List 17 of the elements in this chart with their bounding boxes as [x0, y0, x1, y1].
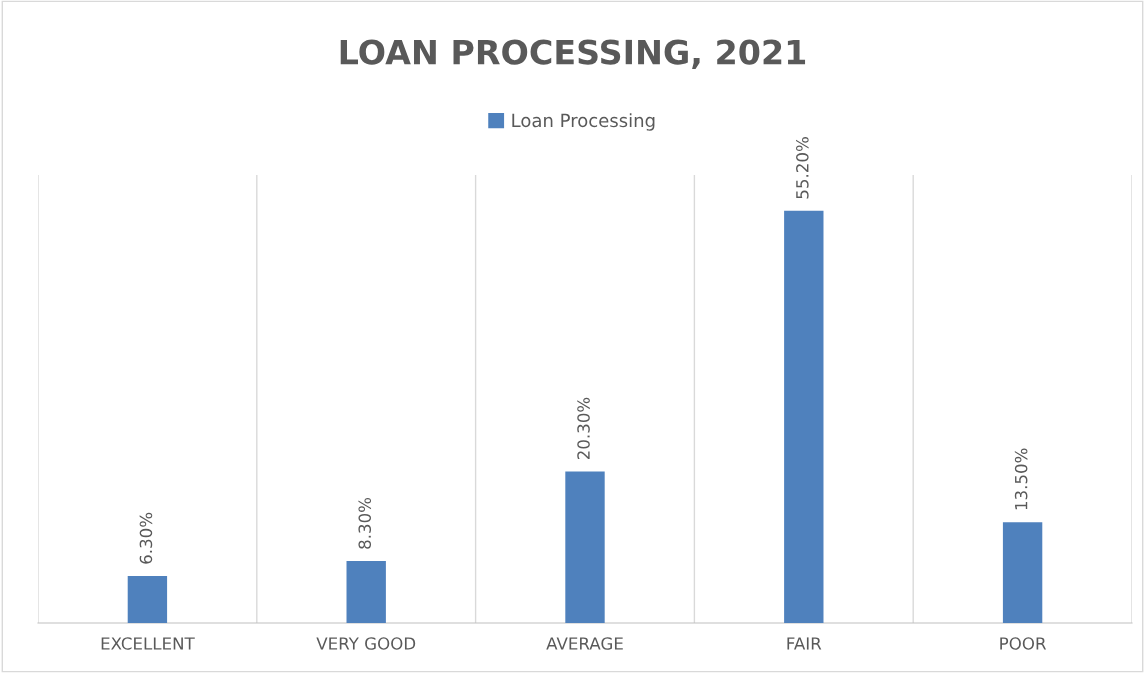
bar: [127, 575, 168, 623]
bar: [346, 561, 386, 623]
x-tick-label: VERY GOOD: [316, 637, 416, 650]
x-tick-label: POOR: [1000, 637, 1047, 650]
chart-title: LOAN PROCESSING, 2021: [340, 39, 806, 69]
data-label: 6.30%: [139, 512, 153, 564]
data-label: 20.30%: [577, 397, 590, 460]
data-label: 55.20%: [796, 137, 809, 199]
bar: [565, 471, 605, 623]
legend-label: Loan Processing: [512, 113, 655, 131]
data-label: 13.50%: [1014, 448, 1028, 510]
bar: [1002, 522, 1043, 623]
x-tick-label: EXCELLENT: [101, 637, 195, 650]
x-tick-label: AVERAGE: [546, 637, 623, 650]
data-label: 8.30%: [358, 497, 372, 549]
bar: [784, 210, 824, 623]
x-tick-label: FAIR: [787, 637, 822, 650]
